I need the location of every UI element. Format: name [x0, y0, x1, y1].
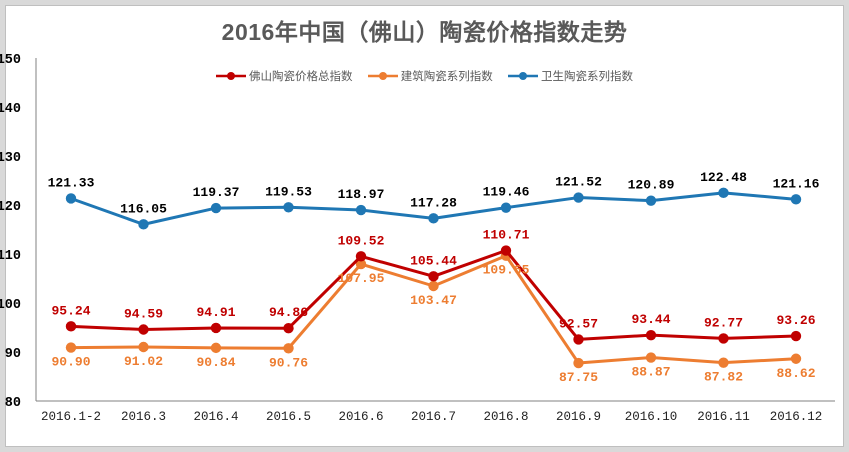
svg-text:2016.1-2: 2016.1-2	[41, 410, 101, 424]
svg-text:92.77: 92.77	[704, 315, 743, 330]
svg-text:94.59: 94.59	[124, 307, 163, 322]
svg-text:119.53: 119.53	[265, 184, 312, 199]
svg-text:2016.4: 2016.4	[193, 410, 238, 424]
svg-text:103.47: 103.47	[410, 293, 457, 308]
svg-text:90.90: 90.90	[51, 355, 90, 370]
svg-text:94.91: 94.91	[196, 305, 235, 320]
svg-text:90.76: 90.76	[269, 355, 308, 370]
svg-text:2016.5: 2016.5	[266, 410, 311, 424]
svg-text:121.52: 121.52	[555, 175, 602, 190]
svg-text:105.44: 105.44	[410, 253, 457, 268]
svg-text:110.71: 110.71	[483, 228, 530, 243]
svg-text:121.33: 121.33	[48, 176, 95, 191]
svg-text:93.44: 93.44	[631, 312, 670, 327]
svg-text:110: 110	[0, 249, 21, 264]
svg-text:93.26: 93.26	[776, 313, 815, 328]
svg-text:2016.12: 2016.12	[770, 410, 823, 424]
svg-text:150: 150	[0, 53, 21, 68]
svg-text:109.52: 109.52	[338, 233, 385, 248]
svg-text:2016.6: 2016.6	[338, 410, 383, 424]
svg-text:91.02: 91.02	[124, 354, 163, 369]
svg-text:109.65: 109.65	[483, 263, 530, 278]
svg-text:92.57: 92.57	[559, 316, 598, 331]
svg-text:88.62: 88.62	[776, 366, 815, 381]
svg-text:2016.11: 2016.11	[697, 410, 750, 424]
svg-text:100: 100	[0, 298, 21, 313]
svg-text:2016.9: 2016.9	[556, 410, 601, 424]
svg-text:2016.10: 2016.10	[625, 410, 678, 424]
svg-text:117.28: 117.28	[410, 195, 457, 210]
svg-text:90.84: 90.84	[196, 355, 235, 370]
svg-text:118.97: 118.97	[338, 187, 385, 202]
svg-text:130: 130	[0, 151, 21, 166]
svg-text:116.05: 116.05	[120, 201, 167, 216]
svg-text:2016.8: 2016.8	[483, 410, 528, 424]
svg-text:119.46: 119.46	[483, 185, 530, 200]
svg-text:120: 120	[0, 200, 21, 215]
svg-text:107.95: 107.95	[338, 271, 385, 286]
svg-text:80: 80	[5, 396, 21, 411]
svg-text:122.48: 122.48	[700, 170, 747, 185]
svg-text:87.75: 87.75	[559, 370, 598, 385]
svg-text:2016.7: 2016.7	[411, 410, 456, 424]
svg-text:121.16: 121.16	[773, 176, 820, 191]
svg-text:140: 140	[0, 102, 21, 117]
svg-text:2016.3: 2016.3	[121, 410, 166, 424]
svg-text:87.82: 87.82	[704, 370, 743, 385]
svg-text:90: 90	[5, 347, 21, 362]
svg-text:119.37: 119.37	[193, 185, 240, 200]
svg-text:120.89: 120.89	[628, 178, 675, 193]
svg-text:88.87: 88.87	[631, 365, 670, 380]
svg-text:95.24: 95.24	[51, 303, 90, 318]
svg-text:94.86: 94.86	[269, 305, 308, 320]
